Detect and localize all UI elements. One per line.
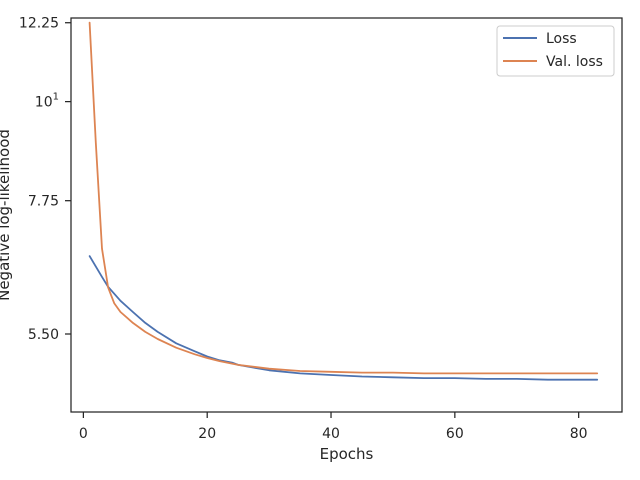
y-tick-label: 5.50 — [28, 327, 59, 343]
plot-frame — [70, 17, 623, 413]
series-line-1 — [88, 21, 599, 375]
y-axis-label: Negative log-likelihood — [0, 129, 13, 301]
x-tick-label: 40 — [322, 426, 340, 442]
x-tick-label: 0 — [79, 426, 88, 442]
y-tick-label: 12.25 — [19, 16, 59, 32]
legend-label-val-loss: Val. loss — [546, 54, 603, 70]
x-tick-label: 80 — [570, 426, 588, 442]
x-tick-label: 20 — [198, 426, 216, 442]
legend: Loss Val. loss — [496, 25, 615, 77]
legend-label-loss: Loss — [546, 31, 577, 47]
x-axis: 0 20 40 60 80 — [79, 412, 588, 442]
y-tick-label: 7.75 — [28, 194, 59, 210]
x-axis-label: Epochs — [320, 445, 374, 463]
x-tick-label: 60 — [446, 426, 464, 442]
series-layer — [88, 21, 599, 381]
